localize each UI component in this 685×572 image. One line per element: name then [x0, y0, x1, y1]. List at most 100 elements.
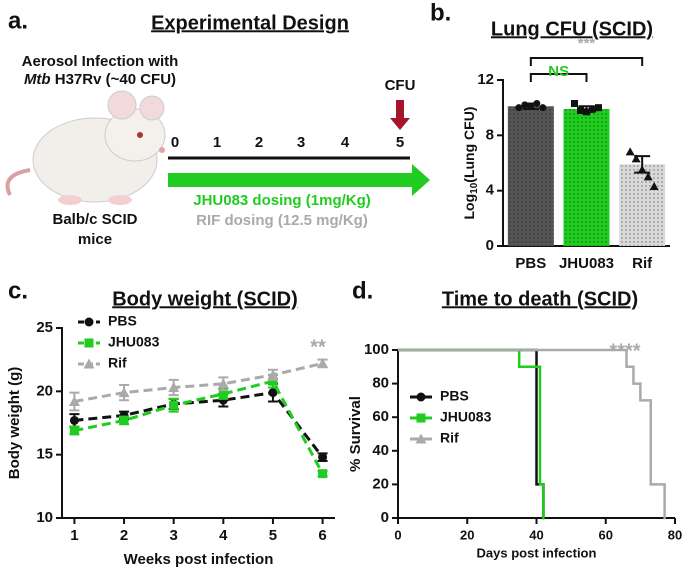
marker	[267, 369, 279, 380]
marker	[268, 388, 278, 398]
timeline-label: 1	[213, 134, 221, 151]
marker	[119, 415, 129, 425]
readout-label: CFU	[385, 77, 416, 94]
marker	[533, 100, 541, 108]
panel-letter: d.	[352, 277, 373, 304]
series-line	[398, 348, 545, 520]
x-tick-label: 3	[170, 527, 178, 544]
y-axis-label: Log10(Lung CFU)	[461, 107, 480, 220]
marker	[118, 387, 130, 398]
significance-label: ****	[609, 340, 640, 362]
marker	[69, 426, 79, 436]
legend-marker	[415, 433, 427, 444]
marker	[589, 105, 596, 113]
x-tick-label: 6	[318, 527, 326, 544]
panel-letter: b.	[430, 0, 451, 26]
mouse-label: mice	[78, 231, 112, 248]
marker	[571, 100, 578, 108]
chart-title: Body weight (SCID)	[112, 288, 298, 310]
series-line	[398, 348, 666, 520]
marker	[168, 382, 180, 393]
y-tick-label: 4	[486, 182, 495, 199]
infection-text: Aerosol Infection with	[22, 53, 179, 70]
panel-title: Experimental Design	[151, 12, 349, 34]
marker	[625, 147, 635, 156]
panel-letter: a.	[8, 7, 28, 34]
dosing-arrow	[168, 164, 430, 196]
marker	[577, 106, 584, 114]
y-tick-label: 8	[486, 126, 494, 143]
legend-label: PBS	[440, 388, 469, 404]
x-tick-label: 4	[219, 527, 228, 544]
timeline-label: 3	[297, 134, 305, 151]
y-tick-label: 20	[36, 382, 53, 399]
marker	[637, 165, 647, 174]
legend-label: JHU083	[440, 409, 492, 425]
series-line	[74, 379, 324, 475]
panel-letter: c.	[8, 277, 28, 304]
y-tick-label: 10	[36, 509, 53, 526]
timeline-label: 0	[171, 134, 179, 151]
series-line	[398, 348, 545, 520]
x-tick-label: 60	[599, 527, 613, 542]
marker	[318, 469, 328, 479]
marker	[268, 376, 278, 386]
y-axis-label-part: (Lung CFU)	[461, 107, 477, 183]
y-axis-label: Body weight (g)	[6, 367, 23, 480]
series-line	[74, 362, 323, 403]
legend-marker	[416, 392, 426, 402]
infection-text: Mtb H37Rv (~40 CFU)	[24, 71, 176, 88]
timeline-label: 2	[255, 134, 263, 151]
dosing-label: RIF dosing (12.5 mg/Kg)	[196, 212, 368, 229]
y-tick-label: 60	[372, 408, 389, 425]
y-axis-label-part: Log	[461, 194, 477, 220]
marker	[169, 400, 179, 410]
x-tick-label: JHU083	[559, 255, 614, 272]
strain: H37Rv (~40 CFU)	[51, 71, 176, 88]
marker	[317, 357, 329, 368]
x-tick-label: 5	[269, 527, 277, 544]
x-tick-label: PBS	[515, 255, 546, 272]
mouse-label: Balb/c SCID	[52, 211, 137, 228]
legend-label: JHU083	[108, 334, 160, 350]
bar-texture	[507, 106, 554, 247]
y-tick-label: 0	[486, 237, 494, 254]
x-tick-label: 40	[529, 527, 543, 542]
bar-texture	[563, 109, 610, 246]
series-line	[74, 390, 324, 459]
marker	[318, 452, 328, 462]
x-axis-label: Days post infection	[477, 545, 597, 560]
legend-label: PBS	[108, 313, 137, 329]
legend-label: Rif	[108, 355, 127, 371]
legend-marker	[84, 338, 94, 348]
y-tick-label: 20	[372, 475, 389, 492]
x-tick-label: 2	[120, 527, 128, 544]
legend-marker	[84, 317, 94, 327]
marker	[527, 102, 535, 110]
significance-label: NS	[548, 63, 569, 80]
marker	[69, 415, 79, 425]
legend-label: Rif	[440, 430, 459, 446]
marker	[68, 395, 80, 406]
y-tick-label: 100	[364, 341, 389, 358]
x-tick-label: 20	[460, 527, 474, 542]
x-tick-label: 0	[394, 527, 401, 542]
y-axis-label-part: 10	[469, 182, 480, 194]
readout-arrow	[390, 100, 410, 130]
significance-bracket	[529, 73, 588, 82]
marker	[649, 182, 659, 191]
significance-bracket	[529, 57, 644, 66]
marker	[631, 154, 641, 163]
y-axis-label: % Survival	[347, 396, 364, 472]
marker	[218, 389, 228, 399]
organism: Mtb	[24, 71, 51, 88]
legend-marker	[416, 413, 426, 423]
mouse	[5, 90, 166, 205]
significance-label: **	[310, 336, 326, 358]
legend-marker	[83, 358, 95, 369]
significance-label: ***	[578, 35, 596, 52]
bar-texture	[619, 164, 666, 246]
x-tick-label: Rif	[632, 255, 653, 272]
y-tick-label: 25	[36, 319, 53, 336]
